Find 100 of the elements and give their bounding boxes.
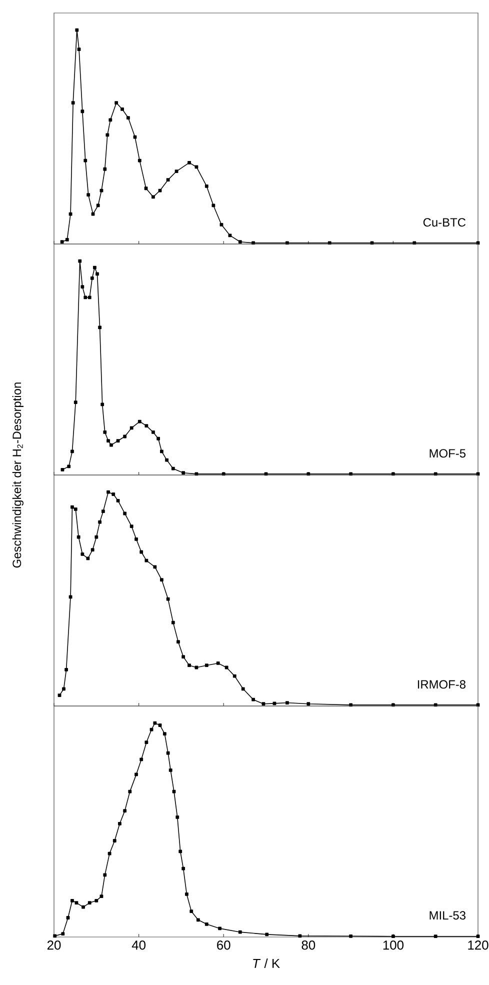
point: [196, 918, 200, 922]
point: [138, 158, 142, 162]
point: [153, 721, 157, 725]
point: [53, 934, 57, 938]
point: [178, 850, 182, 854]
x-tick-label: 20: [47, 940, 61, 950]
point: [130, 524, 134, 528]
point: [62, 687, 66, 691]
point: [88, 901, 92, 904]
point: [166, 751, 170, 755]
point: [156, 436, 160, 440]
point: [90, 276, 94, 280]
point: [392, 934, 395, 938]
point: [74, 400, 78, 404]
point: [152, 430, 155, 434]
x-axis-title: T / K: [253, 958, 280, 968]
point: [64, 668, 68, 672]
point: [84, 158, 88, 162]
point: [80, 110, 84, 114]
point: [176, 640, 180, 644]
point: [152, 195, 155, 199]
point: [166, 597, 170, 601]
series-label: MOF-5: [430, 449, 466, 458]
point: [58, 694, 62, 697]
point: [204, 664, 208, 668]
point: [140, 550, 144, 554]
point: [94, 898, 98, 902]
point: [77, 48, 81, 52]
point: [118, 822, 122, 826]
point: [108, 852, 112, 856]
point: [238, 930, 242, 934]
series-label: IRMOF-8: [418, 680, 466, 689]
point: [272, 702, 276, 706]
point: [112, 839, 116, 842]
point: [160, 450, 164, 454]
point: [349, 934, 352, 938]
point: [228, 234, 232, 238]
point: [70, 505, 74, 509]
point: [106, 490, 110, 494]
point: [286, 701, 289, 704]
point: [134, 772, 138, 776]
point: [188, 664, 191, 668]
point: [116, 439, 120, 442]
point: [182, 655, 186, 658]
point: [70, 450, 74, 454]
point: [238, 240, 242, 244]
point: [182, 866, 186, 870]
point: [185, 892, 188, 896]
point: [176, 816, 180, 819]
point: [103, 430, 107, 434]
point: [112, 492, 116, 496]
point: [86, 193, 90, 196]
point: [434, 934, 438, 938]
point: [298, 934, 302, 938]
point: [80, 285, 84, 288]
x-tick-label: 100: [383, 940, 404, 950]
point: [98, 520, 102, 524]
x-tick-label: 40: [132, 940, 146, 950]
point: [476, 934, 480, 938]
y-axis-title: Geschwindigkeit der H$_{2}$-Desorption: [12, 382, 24, 568]
point: [144, 424, 148, 428]
point: [82, 905, 85, 909]
point: [265, 932, 269, 936]
point: [140, 758, 144, 762]
point: [220, 223, 224, 226]
point: [126, 116, 130, 120]
point: [123, 512, 127, 516]
point: [182, 471, 186, 475]
point: [174, 170, 178, 173]
point: [98, 326, 102, 330]
point: [171, 466, 175, 470]
point: [212, 204, 216, 208]
point: [123, 809, 127, 812]
point: [94, 535, 98, 539]
point: [78, 259, 82, 263]
point: [134, 537, 138, 541]
point: [96, 272, 99, 276]
point: [114, 101, 118, 105]
point: [70, 898, 74, 902]
point: [262, 702, 266, 706]
point: [66, 916, 70, 920]
point: [110, 443, 113, 447]
point: [74, 901, 78, 904]
point: [130, 426, 134, 430]
point: [204, 184, 208, 188]
point: [120, 108, 124, 111]
point: [71, 101, 75, 105]
point: [218, 926, 222, 930]
point: [153, 565, 157, 569]
point: [86, 556, 90, 560]
point: [165, 458, 168, 462]
point: [216, 662, 220, 665]
point: [65, 238, 69, 242]
point: [306, 702, 310, 706]
x-tick-label: 120: [468, 940, 488, 950]
point: [100, 402, 104, 406]
point: [90, 548, 94, 552]
point: [60, 240, 64, 244]
point: [103, 873, 107, 877]
point: [80, 552, 84, 556]
